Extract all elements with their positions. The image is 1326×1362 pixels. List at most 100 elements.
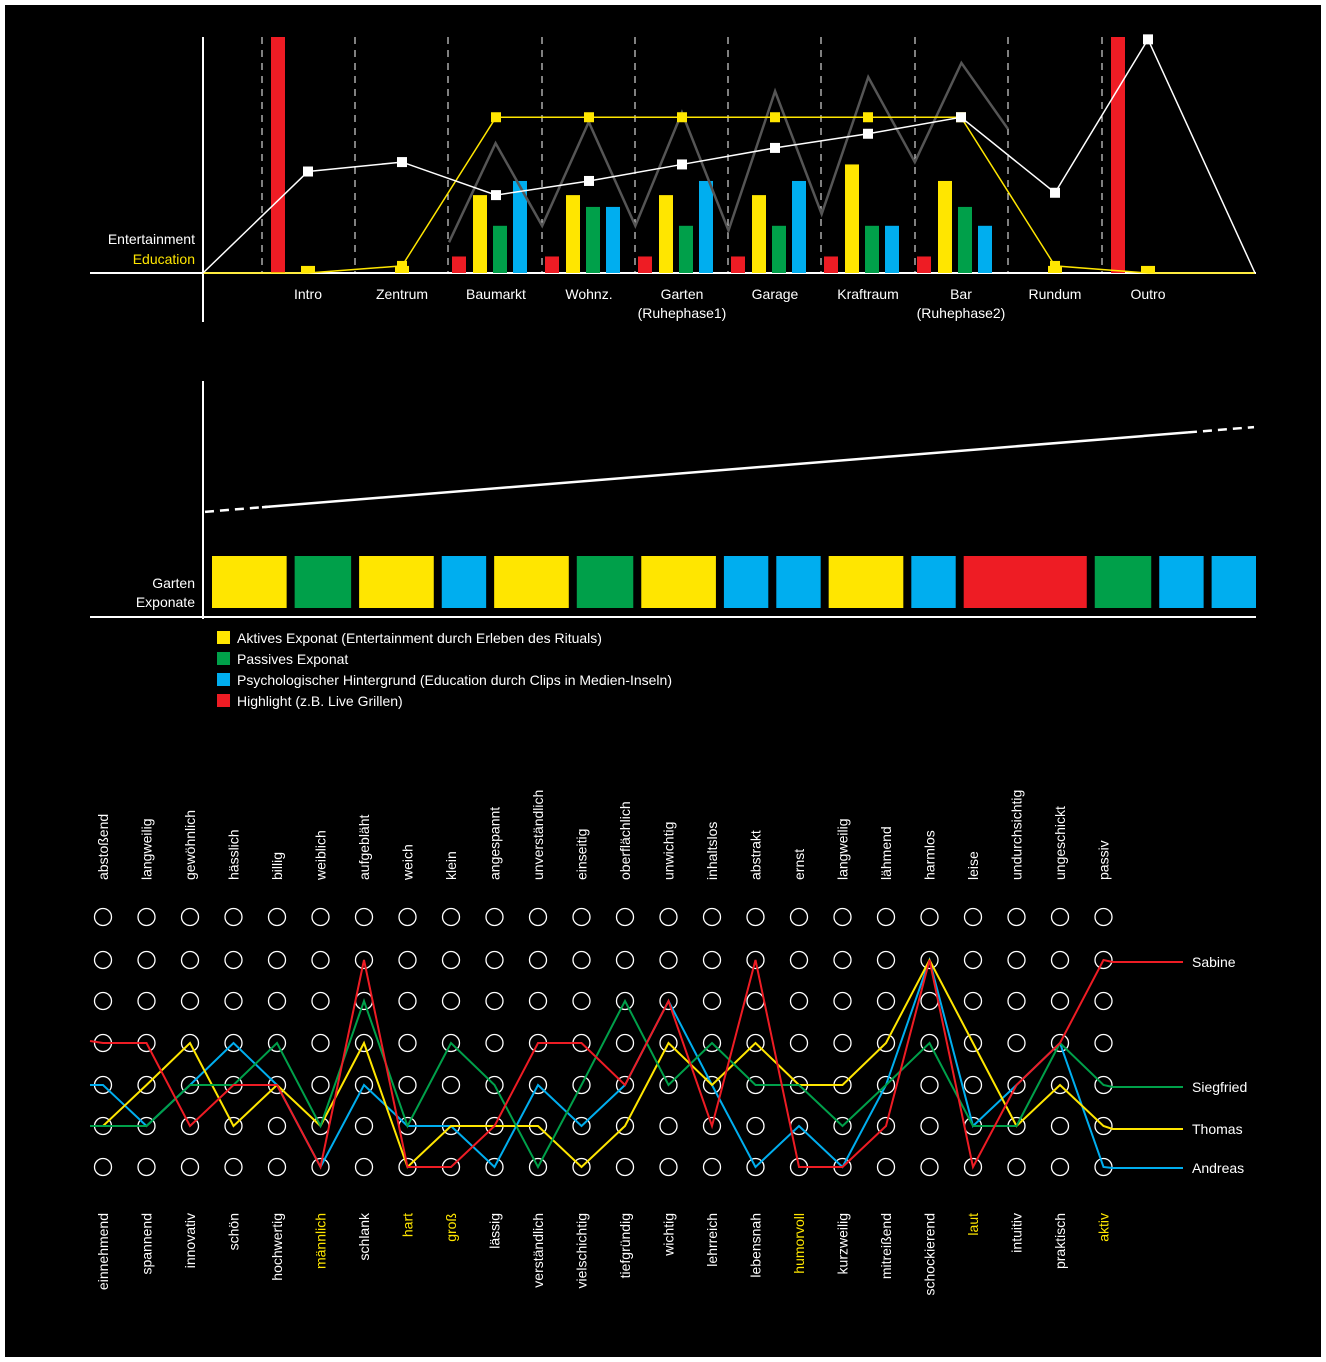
scale-circle: [615, 1033, 635, 1053]
scale-circle: [833, 907, 852, 927]
chart1-bar-green: [958, 206, 972, 273]
scale-circle: [963, 1157, 983, 1177]
chart1-bar-yellow: [473, 195, 487, 273]
chart1-bar-red: [452, 256, 466, 273]
chart1-bar-red: [545, 256, 559, 273]
scale-circle: [746, 907, 765, 927]
scale-circle: [615, 950, 635, 970]
top-word-label: harmlos: [922, 830, 938, 880]
exponat-block-green: [294, 556, 352, 608]
chart1-bar-blue: [513, 180, 527, 273]
scale-circle: [93, 1157, 113, 1177]
legend-swatch-red: [217, 694, 230, 707]
scale-circle: [572, 1157, 591, 1177]
scale-circle: [93, 907, 113, 927]
scale-circle: [789, 907, 809, 927]
chart1-bar-yellow: [845, 164, 859, 273]
chart1-line-yellow: [203, 116, 1255, 274]
scale-circle: [746, 991, 765, 1011]
scale-circle: [485, 1157, 504, 1177]
top-word-label: angespannt: [487, 807, 503, 880]
scale-circle: [1094, 950, 1113, 970]
scale-circle: [1007, 1075, 1026, 1095]
bottom-word-label: männlich: [313, 1213, 329, 1269]
scale-circle: [267, 991, 287, 1011]
exponat-block-green: [1094, 556, 1152, 608]
scale-circle: [702, 1075, 722, 1095]
scale-circle: [354, 907, 374, 927]
scale-circle: [572, 950, 591, 970]
top-word-label: lähmend: [878, 826, 894, 880]
scale-circle: [702, 1157, 722, 1177]
scale-circle: [920, 1075, 939, 1095]
scale-circle: [615, 1116, 635, 1136]
scale-circle: [224, 950, 243, 970]
bottom-word-label: hochwertig: [269, 1213, 285, 1281]
scale-circle: [398, 907, 417, 927]
bottom-word-label: innovativ: [182, 1213, 198, 1268]
scale-circle: [572, 991, 591, 1011]
scale-circle: [659, 950, 678, 970]
legend-swatch-green: [217, 652, 230, 665]
scale-circle: [441, 907, 461, 927]
scale-circle: [398, 1075, 417, 1095]
bottom-word-label: schlank: [356, 1212, 372, 1260]
scale-circle: [746, 1157, 765, 1177]
exponat-block-yellow: [828, 556, 904, 608]
scale-circle: [1050, 1157, 1070, 1177]
bottom-word-label: spannend: [139, 1213, 155, 1275]
category-label: Baumarkt: [466, 286, 526, 302]
scale-circle: [1050, 1116, 1070, 1136]
scale-circle: [1094, 907, 1113, 927]
scale-circle: [963, 950, 983, 970]
chart1-marker-yellow: [863, 112, 873, 123]
chart1-bar-blue: [885, 225, 899, 273]
scale-circle: [615, 1157, 635, 1177]
chart1-bar-red: [731, 256, 745, 273]
bottom-word-label: schön: [226, 1213, 242, 1250]
chart1-marker-white: [677, 159, 687, 170]
scale-circle: [1094, 1033, 1113, 1053]
scale-circle: [789, 1033, 809, 1053]
scale-circle: [528, 950, 548, 970]
chart1-marker-yellow: [397, 260, 407, 271]
category-label: Bar: [950, 286, 972, 302]
chart1-marker-white: [1143, 34, 1153, 45]
scale-circle: [746, 1033, 765, 1053]
scale-circle: [180, 1033, 200, 1053]
scale-circle: [876, 907, 896, 927]
scale-circle: [1050, 1075, 1070, 1095]
person-line-thomas: [90, 957, 1183, 1169]
bottom-word-label: verständlich: [530, 1213, 546, 1288]
chart1-bar-green: [865, 225, 879, 273]
top-word-label: hässlich: [226, 829, 242, 880]
scale-circle: [224, 991, 243, 1011]
bottom-word-label: intuitiv: [1009, 1213, 1025, 1253]
scale-circle: [1050, 991, 1070, 1011]
person-label-andreas: Andreas: [1192, 1160, 1244, 1176]
scale-circle: [354, 1075, 374, 1095]
scale-circle: [267, 1157, 287, 1177]
chart1-marker-yellow: [1050, 260, 1060, 271]
scale-circle: [833, 1116, 852, 1136]
person-line-sabine: [89, 958, 1183, 1170]
scale-circle: [528, 907, 548, 927]
scale-circle: [311, 907, 330, 927]
scale-circle: [441, 1033, 461, 1053]
chart1-marker-white: [956, 112, 966, 123]
scale-circle: [485, 1075, 504, 1095]
top-word-label: weiblich: [313, 830, 329, 881]
scale-circle: [1094, 1075, 1113, 1095]
scale-circle: [920, 1157, 939, 1177]
scale-circle: [702, 1116, 722, 1136]
scale-circle: [1007, 907, 1026, 927]
chart1-marker-yellow: [584, 112, 594, 123]
scale-circle: [702, 950, 722, 970]
top-word-label: abstrakt: [748, 830, 764, 880]
top-word-label: oberflächlich: [617, 801, 633, 880]
y-label-garten: Garten: [152, 575, 195, 591]
scale-circle: [920, 991, 939, 1011]
scale-circle: [833, 991, 852, 1011]
chart1-bar-red: [1111, 37, 1125, 273]
